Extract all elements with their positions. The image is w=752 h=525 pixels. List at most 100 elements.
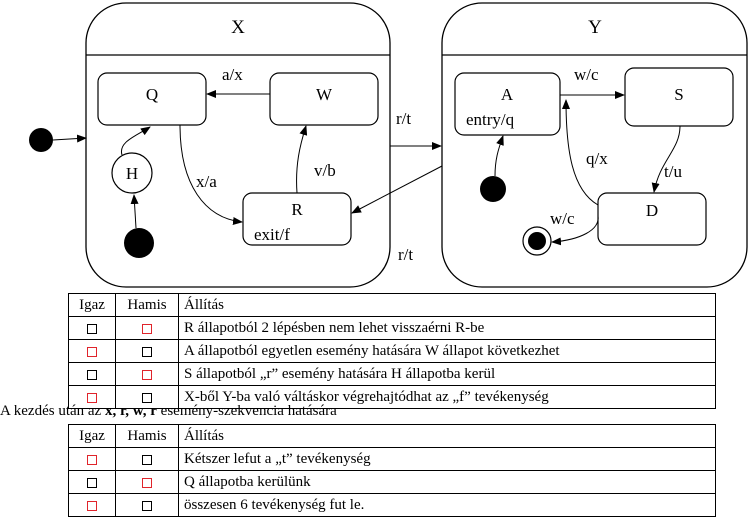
state-q: Q: [97, 72, 207, 126]
header-hamis: Hamis: [115, 293, 179, 317]
igaz-checkbox[interactable]: [87, 454, 97, 465]
table-header-row: Igaz Hamis Állítás: [68, 424, 716, 448]
igaz-cell: [68, 316, 116, 340]
igaz-checkbox[interactable]: [87, 500, 97, 511]
history-state-h: H: [111, 152, 153, 194]
state-s: S: [624, 67, 734, 127]
r-to-w-label: v/b: [314, 161, 336, 180]
q-to-r-label: x/a: [196, 172, 217, 191]
hamis-cell: [115, 385, 179, 409]
igaz-cell: [68, 362, 116, 386]
statement-text: X-ből Y-ba való váltáskor végrehajtódhat…: [178, 385, 716, 409]
state-r: R exit/f: [242, 192, 352, 246]
hamis-cell: [115, 470, 179, 494]
header-igaz: Igaz: [68, 293, 116, 317]
caption-sequence: x, r, w, r: [104, 403, 157, 419]
state-d: D: [597, 192, 707, 246]
state-s-label: S: [674, 85, 683, 104]
table-row: A állapotból egyetlen esemény hatására W…: [68, 339, 716, 363]
hamis-checkbox[interactable]: [142, 392, 152, 403]
history-to-q-arrow: [120, 126, 151, 156]
statement-text: összesen 6 tevékenység fut le.: [178, 493, 716, 517]
statements-table-2: Igaz Hamis Állítás Kétszer lefut a „t” t…: [68, 424, 716, 517]
outer-initial-arrow: [52, 134, 87, 143]
table-row: Q állapotba kerülünk: [68, 470, 716, 494]
x-initial-node: [124, 228, 154, 258]
table-row: S állapotból „r” esemény hatására H álla…: [68, 362, 716, 386]
statement-text: Q állapotba kerülünk: [178, 470, 716, 494]
composite-state-y: Y: [441, 2, 748, 288]
state-w: W: [269, 72, 379, 126]
d-to-final-arrow: [551, 215, 599, 246]
hamis-checkbox[interactable]: [142, 454, 152, 465]
caption-suffix: esemény-szekvencia hatására: [156, 403, 337, 419]
r-to-w-arrow: [296, 125, 308, 194]
y-to-r-arrow: [351, 165, 443, 214]
outer-initial-node: [29, 128, 53, 152]
composite-state-x: X: [85, 2, 391, 288]
state-w-label: W: [316, 85, 333, 104]
q-to-r-arrow: [179, 124, 243, 226]
hamis-cell: [115, 493, 179, 517]
state-x-label: X: [231, 17, 245, 38]
y-initial-node: [480, 176, 506, 202]
y-initial-arrow: [494, 135, 504, 177]
s-to-d-arrow: [651, 125, 681, 193]
state-a-label: A: [501, 85, 514, 104]
igaz-checkbox[interactable]: [87, 346, 97, 357]
hamis-checkbox[interactable]: [142, 369, 152, 380]
state-diagram: X Y Q W H R exit/f a/x x/a v/b: [29, 2, 748, 288]
statement-text: A állapotból egyetlen esemény hatására W…: [178, 339, 716, 363]
history-label: H: [126, 164, 138, 183]
x-initial-arrow: [130, 194, 139, 229]
state-r-action: exit/f: [254, 225, 290, 244]
hamis-checkbox[interactable]: [142, 477, 152, 488]
igaz-cell: [68, 385, 116, 409]
statements-table-1: Igaz Hamis Állítás R állapotból 2 lépésb…: [68, 293, 716, 409]
header-hamis: Hamis: [115, 424, 179, 448]
hamis-cell: [115, 316, 179, 340]
table-row: összesen 6 tevékenység fut le.: [68, 493, 716, 517]
statement-text: R állapotból 2 lépésben nem lehet vissza…: [178, 316, 716, 340]
hamis-checkbox[interactable]: [142, 346, 152, 357]
statement-text: S állapotból „r” esemény hatására H álla…: [178, 362, 716, 386]
hamis-cell: [115, 339, 179, 363]
y-to-r-label: r/t: [398, 245, 413, 264]
state-d-label: D: [646, 201, 658, 220]
hamis-cell: [115, 362, 179, 386]
table-row: X-ből Y-ba való váltáskor végrehajtódhat…: [68, 385, 716, 409]
table-header-row: Igaz Hamis Állítás: [68, 293, 716, 317]
final-state: [522, 226, 552, 256]
caption-prefix: A kezdés után az: [0, 403, 105, 419]
state-a: A entry/q: [454, 72, 561, 136]
header-allitas: Állítás: [178, 424, 716, 448]
header-allitas: Állítás: [178, 293, 716, 317]
igaz-checkbox[interactable]: [87, 369, 97, 380]
x-to-y-label: r/t: [396, 109, 411, 128]
state-a-action: entry/q: [466, 110, 515, 129]
a-to-s-label: w/c: [574, 65, 599, 84]
igaz-cell: [68, 339, 116, 363]
d-to-a-arrow: [562, 99, 599, 206]
igaz-checkbox[interactable]: [87, 477, 97, 488]
sequence-caption: A kezdés után az x, r, w, r esemény-szek…: [0, 403, 337, 420]
statement-text: Kétszer lefut a „t” tevékenység: [178, 447, 716, 471]
state-q-label: Q: [146, 85, 158, 104]
d-to-a-label: q/x: [586, 149, 608, 168]
igaz-cell: [68, 447, 116, 471]
hamis-checkbox[interactable]: [142, 500, 152, 511]
hamis-checkbox[interactable]: [142, 323, 152, 334]
state-y-label: Y: [588, 17, 602, 38]
igaz-checkbox[interactable]: [87, 323, 97, 334]
w-to-q-label: a/x: [222, 65, 243, 84]
igaz-checkbox[interactable]: [87, 392, 97, 403]
table-row: R állapotból 2 lépésben nem lehet vissza…: [68, 316, 716, 340]
hamis-cell: [115, 447, 179, 471]
state-r-label: R: [291, 200, 303, 219]
d-to-final-label: w/c: [550, 209, 575, 228]
igaz-cell: [68, 493, 116, 517]
igaz-cell: [68, 470, 116, 494]
table-row: Kétszer lefut a „t” tevékenység: [68, 447, 716, 471]
header-igaz: Igaz: [68, 424, 116, 448]
s-to-d-label: t/u: [664, 162, 682, 181]
